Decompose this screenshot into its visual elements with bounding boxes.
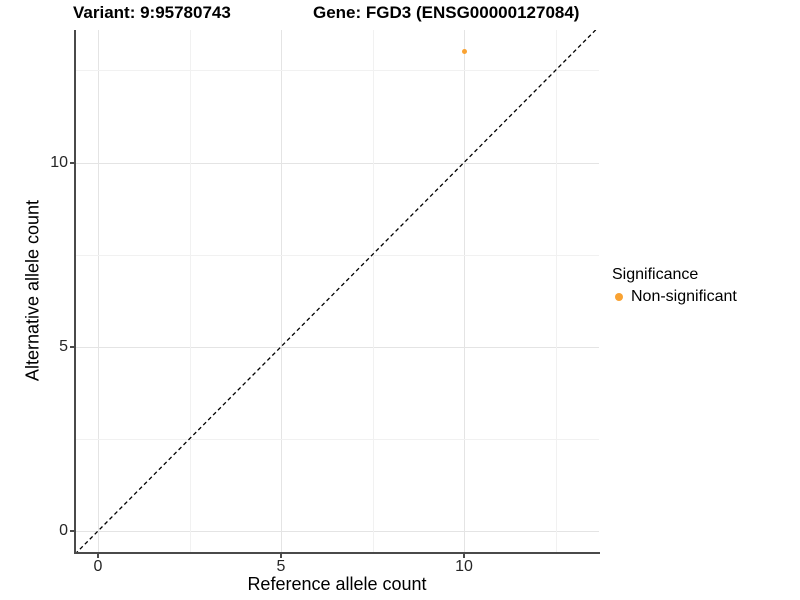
gene-title: Gene: FGD3 (ENSG00000127084) xyxy=(313,3,580,22)
x-axis-line xyxy=(74,552,600,554)
plot-panel xyxy=(75,30,599,553)
gridline-x-minor xyxy=(372,30,374,553)
x-tick-label: 0 xyxy=(93,558,103,575)
y-tick-mark xyxy=(70,345,74,348)
y-tick-mark xyxy=(70,161,74,164)
x-tick-label: 5 xyxy=(276,558,286,575)
gridline-x-major xyxy=(281,30,282,553)
legend-title: Significance xyxy=(612,266,699,283)
x-tick-mark xyxy=(97,554,99,558)
y-tick-label: 5 xyxy=(59,337,68,355)
gridline-x-major xyxy=(464,30,465,553)
y-tick-label: 10 xyxy=(50,153,68,171)
y-tick-mark xyxy=(70,530,74,532)
gridline-y-major xyxy=(75,162,599,164)
y-axis-title: Alternative allele count xyxy=(22,199,43,382)
y-axis-line xyxy=(74,30,76,554)
legend-item-non-significant: Non-significant xyxy=(612,288,737,306)
gridline-y-minor xyxy=(75,438,599,440)
legend: Significance Non-significant xyxy=(612,265,737,306)
x-axis-title: Reference allele count xyxy=(247,574,427,594)
gridline-y-major xyxy=(75,346,599,348)
data-point xyxy=(461,49,467,55)
gridline-x-minor xyxy=(555,30,557,553)
x-tick-mark xyxy=(463,554,465,558)
x-tick-mark xyxy=(280,554,282,558)
legend-point-icon xyxy=(615,293,623,301)
identity-line xyxy=(75,30,597,553)
x-tick-label: 10 xyxy=(455,558,473,575)
variant-title: Variant: 9:95780743 xyxy=(73,3,231,22)
gridline-y-minor xyxy=(75,70,599,72)
gridline-y-minor xyxy=(75,254,599,256)
y-tick-label: 0 xyxy=(59,522,68,539)
gridline-y-major xyxy=(75,531,599,532)
legend-item-label: Non-significant xyxy=(631,288,737,305)
gridline-x-major xyxy=(98,30,99,553)
gridline-x-minor xyxy=(189,30,191,553)
